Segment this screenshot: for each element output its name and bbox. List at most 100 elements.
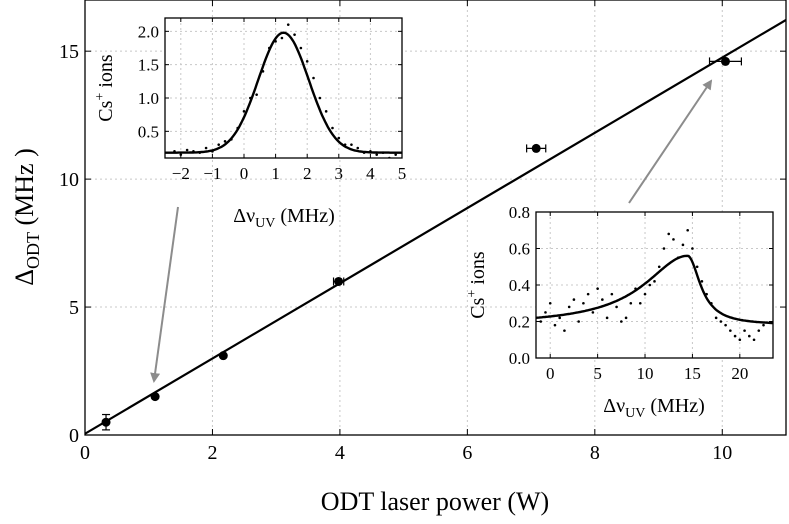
inset1-x-axis-label: ΔνUV (MHz) <box>233 205 335 231</box>
i2-data-point <box>591 311 595 314</box>
i2-x-tick-label: 5 <box>593 364 602 383</box>
main-marker <box>150 392 160 402</box>
main-x-tick-label: 0 <box>80 442 90 464</box>
inset2-arrow <box>628 79 713 204</box>
i2-data-point <box>653 280 656 283</box>
i1-data-point <box>312 76 315 80</box>
i2-data-point <box>539 320 543 323</box>
main-marker <box>531 143 541 153</box>
main-x-tick-label: 8 <box>590 442 600 464</box>
inset1-frame <box>164 17 403 159</box>
main-y-axis-label: ΔODT (MHz ) <box>10 148 43 286</box>
main-data-points <box>101 56 742 431</box>
inset1-fit-group <box>165 31 402 154</box>
inset1-xlabel-unit: (MHz) <box>275 205 334 227</box>
main-data-point <box>218 351 228 361</box>
main-x-axis-label: ODT laser power (W) <box>321 487 549 516</box>
i2-data-point <box>624 316 628 320</box>
inset2-fit-group <box>536 254 773 325</box>
i1-y-tick-label: 1.5 <box>138 56 159 75</box>
inset1-background <box>165 18 402 158</box>
main-data-point <box>708 56 742 66</box>
inset2-y-axis-label: Cs+ ions <box>465 251 489 319</box>
i2-data-point <box>762 323 765 327</box>
i2-data-point <box>648 283 652 287</box>
i2-y-tick-label: 0.2 <box>509 312 530 331</box>
i2-data-point <box>638 301 642 305</box>
inset2-xlabel-unit: (MHz) <box>645 395 704 417</box>
i1-y-tick-label: 2.0 <box>138 22 159 41</box>
inset2-data-points <box>539 228 765 342</box>
i1-data-point <box>318 96 322 100</box>
inset2-background <box>536 212 773 358</box>
i2-data-point <box>586 292 590 296</box>
i1-data-point <box>242 110 246 113</box>
main-y-tick-label: 15 <box>59 41 79 63</box>
i2-data-point <box>558 316 561 320</box>
i2-x-tick-label: 15 <box>684 364 701 383</box>
i2-y-tick-label: 0.8 <box>509 203 530 222</box>
i2-data-point <box>700 280 704 283</box>
i2-y-tick-label: 0.4 <box>509 276 531 295</box>
i2-data-point <box>553 323 557 327</box>
i2-y-tick-label: 0.6 <box>509 239 530 258</box>
main-data-point <box>526 143 547 153</box>
i2-data-point <box>733 334 737 338</box>
i2-data-point <box>629 301 633 305</box>
i2-data-point <box>695 265 699 269</box>
main-plot-frame <box>84 0 787 436</box>
i2-fit-curve <box>536 254 773 325</box>
i2-data-point <box>743 329 746 332</box>
main-x-tick-label: 4 <box>335 442 345 464</box>
inset2-ylabel-sup: + <box>465 290 480 298</box>
inset1-y-axis-label: Cs+ ions <box>93 54 117 122</box>
i1-data-point <box>204 146 208 150</box>
inset1-xlabel-main: Δν <box>233 205 255 227</box>
main-data-point <box>101 413 111 431</box>
inset2-xlabel-main: Δν <box>603 395 625 417</box>
inset1-ylabel-main: Cs <box>95 100 117 121</box>
main-marker <box>101 417 111 427</box>
inset2-ylabel-main: Cs <box>467 297 489 318</box>
i2-data-point <box>738 338 742 342</box>
inset2-x-axis-label: ΔνUV (MHz) <box>603 395 705 421</box>
i2-y-tick-label: 0.0 <box>509 349 530 368</box>
inset1-arrow <box>150 206 179 383</box>
i2-data-point <box>662 247 666 250</box>
main-y-tick-label: 0 <box>69 425 79 447</box>
i2-data-point <box>752 338 756 342</box>
i1-x-tick-label: 5 <box>398 164 407 183</box>
i1-x-tick-label: 3 <box>335 164 344 183</box>
i2-data-point <box>691 247 694 250</box>
i1-data-point <box>286 23 290 26</box>
main-fit-line <box>85 19 786 435</box>
main-marker <box>218 351 228 361</box>
i1-x-tick-label: 2 <box>303 164 312 183</box>
i2-data-point <box>615 305 618 309</box>
main-y-axis-label-delta: Δ <box>10 269 39 286</box>
i1-data-point <box>293 33 296 36</box>
i1-data-point <box>324 110 328 113</box>
i1-fit-curve <box>165 31 402 154</box>
i1-x-tick-label: 4 <box>366 164 375 183</box>
i1-x-tick-label: 0 <box>240 164 249 183</box>
i1-data-point <box>223 140 227 143</box>
i2-data-point <box>643 292 647 296</box>
i2-data-point <box>582 301 585 305</box>
i2-data-point <box>620 320 623 323</box>
i2-data-point <box>729 329 732 332</box>
main-data-point <box>332 276 345 286</box>
inset1-xlabel-sub: UV <box>255 216 275 231</box>
i1-y-tick-label: 0.5 <box>138 122 159 141</box>
main-marker <box>334 276 344 286</box>
i1-data-point <box>337 136 341 140</box>
i1-data-point <box>185 148 189 152</box>
i2-x-tick-label: 20 <box>731 364 748 383</box>
main-data-point <box>150 392 160 402</box>
i1-data-point <box>394 153 397 156</box>
i2-x-tick-label: 10 <box>637 364 654 383</box>
main-x-tick-label: 10 <box>712 442 732 464</box>
i1-data-point <box>217 143 221 146</box>
